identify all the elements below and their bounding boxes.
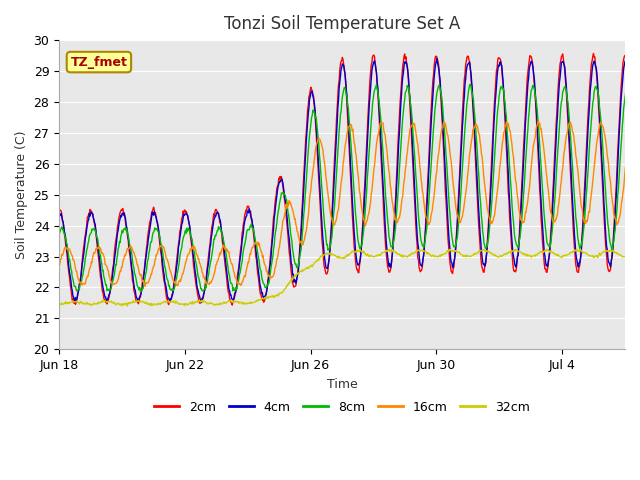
4cm bbox=[433, 56, 440, 61]
8cm bbox=[183, 225, 191, 231]
2cm bbox=[55, 205, 63, 211]
2cm bbox=[589, 50, 597, 56]
4cm bbox=[555, 89, 563, 95]
2cm bbox=[410, 169, 417, 175]
2cm bbox=[182, 208, 190, 214]
16cm bbox=[410, 122, 417, 128]
Line: 16cm: 16cm bbox=[59, 121, 640, 286]
32cm bbox=[577, 246, 584, 252]
4cm bbox=[432, 60, 440, 65]
Line: 8cm: 8cm bbox=[59, 84, 640, 292]
8cm bbox=[555, 135, 563, 141]
16cm bbox=[141, 283, 149, 289]
16cm bbox=[55, 263, 63, 268]
2cm bbox=[432, 53, 440, 59]
32cm bbox=[554, 252, 562, 258]
2cm bbox=[554, 86, 562, 92]
16cm bbox=[183, 254, 191, 260]
2cm bbox=[228, 302, 236, 308]
32cm bbox=[265, 295, 273, 300]
4cm bbox=[334, 106, 342, 111]
8cm bbox=[265, 280, 273, 286]
4cm bbox=[410, 156, 417, 161]
16cm bbox=[432, 172, 440, 178]
32cm bbox=[334, 253, 342, 259]
Title: Tonzi Soil Temperature Set A: Tonzi Soil Temperature Set A bbox=[224, 15, 460, 33]
8cm bbox=[136, 289, 144, 295]
16cm bbox=[265, 274, 273, 279]
16cm bbox=[534, 118, 542, 124]
8cm bbox=[55, 231, 63, 237]
8cm bbox=[432, 96, 440, 102]
Y-axis label: Soil Temperature (C): Soil Temperature (C) bbox=[15, 131, 28, 259]
X-axis label: Time: Time bbox=[326, 378, 358, 391]
Line: 2cm: 2cm bbox=[59, 53, 640, 305]
16cm bbox=[555, 201, 563, 207]
Legend: 2cm, 4cm, 8cm, 16cm, 32cm: 2cm, 4cm, 8cm, 16cm, 32cm bbox=[149, 396, 535, 419]
4cm bbox=[265, 273, 273, 279]
16cm bbox=[334, 208, 342, 214]
32cm bbox=[432, 253, 440, 259]
4cm bbox=[198, 300, 205, 305]
2cm bbox=[334, 93, 342, 99]
32cm bbox=[183, 301, 191, 307]
4cm bbox=[55, 209, 63, 215]
32cm bbox=[124, 303, 131, 309]
8cm bbox=[334, 150, 342, 156]
32cm bbox=[410, 251, 417, 256]
Line: 4cm: 4cm bbox=[59, 59, 640, 302]
2cm bbox=[265, 269, 273, 275]
4cm bbox=[182, 211, 190, 216]
8cm bbox=[410, 132, 417, 137]
32cm bbox=[55, 302, 63, 308]
8cm bbox=[467, 82, 474, 87]
Text: TZ_fmet: TZ_fmet bbox=[70, 56, 127, 69]
Line: 32cm: 32cm bbox=[59, 249, 640, 306]
